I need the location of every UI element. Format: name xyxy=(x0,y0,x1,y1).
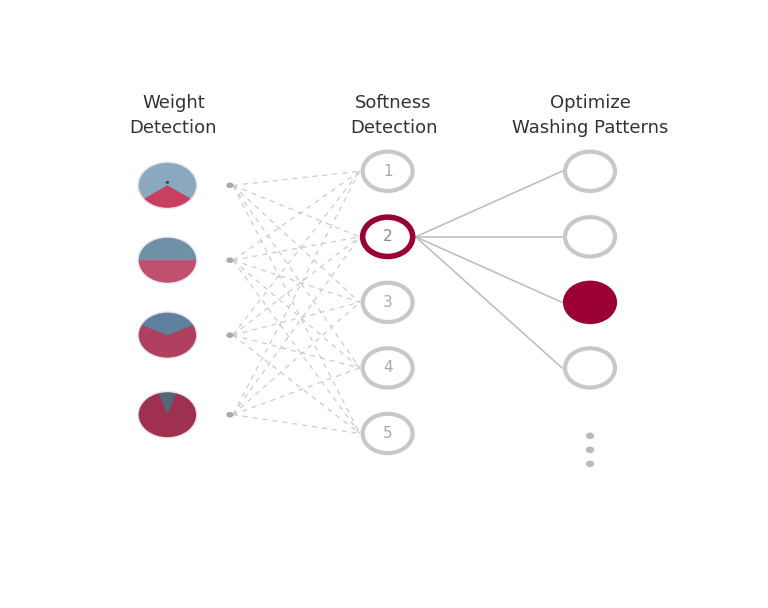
Circle shape xyxy=(586,432,594,439)
Text: 4: 4 xyxy=(382,361,392,375)
Circle shape xyxy=(227,412,233,418)
Circle shape xyxy=(227,182,233,188)
Circle shape xyxy=(565,217,615,257)
Circle shape xyxy=(565,348,615,387)
Circle shape xyxy=(565,151,615,191)
Circle shape xyxy=(586,446,594,453)
Circle shape xyxy=(362,283,412,322)
Text: 1: 1 xyxy=(382,164,392,179)
Circle shape xyxy=(586,461,594,467)
Circle shape xyxy=(227,333,233,338)
Text: Optimize
Washing Patterns: Optimize Washing Patterns xyxy=(511,94,668,137)
Circle shape xyxy=(138,392,197,438)
Circle shape xyxy=(362,348,412,387)
Circle shape xyxy=(565,283,615,322)
Circle shape xyxy=(138,162,197,209)
Wedge shape xyxy=(138,162,197,199)
Text: Weight
Detection: Weight Detection xyxy=(130,94,217,137)
Text: Softness
Detection: Softness Detection xyxy=(350,94,437,137)
Circle shape xyxy=(138,237,197,283)
Circle shape xyxy=(166,181,169,184)
Circle shape xyxy=(362,151,412,191)
Circle shape xyxy=(227,257,233,263)
Circle shape xyxy=(138,312,197,358)
Wedge shape xyxy=(141,312,194,335)
Text: 3: 3 xyxy=(382,295,392,310)
Circle shape xyxy=(362,217,412,257)
Text: 2: 2 xyxy=(382,229,392,244)
Wedge shape xyxy=(158,392,177,415)
Circle shape xyxy=(362,414,412,453)
Wedge shape xyxy=(138,237,197,260)
Text: 5: 5 xyxy=(382,426,392,441)
